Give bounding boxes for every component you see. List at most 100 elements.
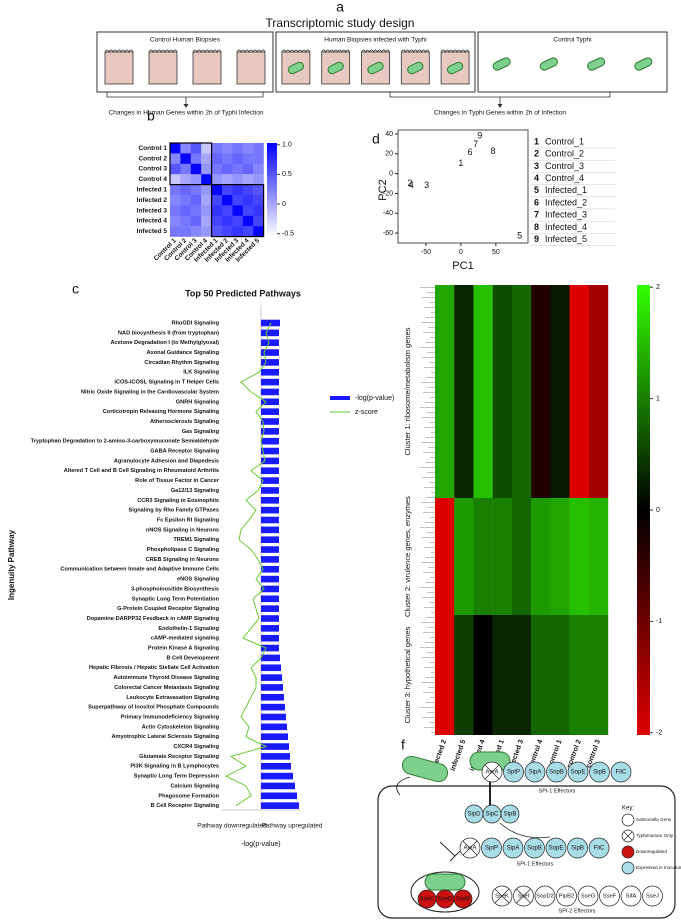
villi xyxy=(281,49,311,53)
gene-name: FliC xyxy=(616,770,627,776)
cross xyxy=(516,888,531,904)
gene-name: SseC xyxy=(420,897,435,903)
pathway-label: Role of Tissue Factor in Cancer xyxy=(135,478,220,484)
heatmap-cell xyxy=(211,184,223,196)
pathway-label: Glutamate Receptor Signaling xyxy=(139,754,219,760)
arrow-head xyxy=(497,104,503,108)
bar xyxy=(261,447,279,455)
heatmap-cell xyxy=(180,215,191,227)
bar xyxy=(261,497,279,504)
point: 1 xyxy=(458,158,463,168)
colorbar-label: 2 xyxy=(656,284,660,291)
biopsy xyxy=(236,51,266,85)
pathway-label: Circadian Rhythm Signaling xyxy=(144,360,219,366)
bar xyxy=(261,615,279,622)
box-label: Human Biopsies infected with Typhi xyxy=(324,37,427,44)
bracket xyxy=(389,92,611,106)
legend-name: Control_3 xyxy=(545,161,584,171)
heatmap-cell xyxy=(180,174,191,185)
x-tick-label: -50 xyxy=(421,249,431,256)
gene-name: SseD xyxy=(438,897,453,903)
heatmap-cell xyxy=(201,195,212,206)
bar xyxy=(261,792,297,800)
heatmap-cell xyxy=(588,498,609,615)
pathway-label: Signaling by Rho Family GTPases xyxy=(129,508,219,514)
bacterium xyxy=(492,57,511,71)
heatmap-cell xyxy=(473,285,493,498)
heatmap-cell xyxy=(211,205,223,216)
legend-number: 4 xyxy=(534,173,539,183)
bacterium xyxy=(407,61,424,75)
gene-name: SopB xyxy=(527,846,542,852)
heatmap-cell xyxy=(242,226,254,237)
bar xyxy=(261,339,279,346)
row-label: Control 4 xyxy=(138,176,167,183)
heatmap-cell xyxy=(253,215,264,227)
bacterium xyxy=(367,61,384,75)
gene-name: SptP xyxy=(485,846,498,852)
pathway-label: Amyotrophic Lateral Sclerosis Signaling xyxy=(111,734,219,740)
villi xyxy=(192,49,222,53)
heatmap-cell xyxy=(492,615,513,735)
pathway-label: Atherosclerosis Signaling xyxy=(150,419,220,425)
colorbar xyxy=(637,285,650,735)
gene-name: SopE xyxy=(571,770,586,776)
pathway-label: Phagosome Formation xyxy=(158,793,219,799)
heatmap-cell xyxy=(170,215,181,227)
row-label: Control 2 xyxy=(138,155,167,162)
heatmap-cell xyxy=(492,285,513,498)
heatmap-cell xyxy=(253,195,264,206)
bar xyxy=(261,654,280,662)
pathway-label: Leukocyte Extravasation Signaling xyxy=(126,695,219,701)
heatmap-cell xyxy=(201,174,212,185)
pathway-label: B Cell Receptor Signaling xyxy=(151,803,220,809)
inhibition xyxy=(439,841,461,862)
gene-circle xyxy=(453,889,473,909)
panel-letter: b xyxy=(147,108,155,124)
gene-name: SipB xyxy=(593,770,606,776)
x-title: PC1 xyxy=(452,260,473,272)
heatmap-cell xyxy=(253,163,264,175)
y-tick-label: -20 xyxy=(383,190,393,197)
pathway-label: cAMP-mediated signaling xyxy=(151,636,220,642)
legend-name: Infected_2 xyxy=(545,197,587,207)
pathway-label: iCOS-iCOSL Signaling in T Helper Cells xyxy=(114,380,219,386)
heatmap-cell xyxy=(222,184,233,196)
point: 7 xyxy=(473,139,478,149)
pathway-label: GNRH Signaling xyxy=(176,399,220,405)
heatmap-cell xyxy=(454,615,474,735)
block-outline xyxy=(169,142,213,186)
heatmap-cell xyxy=(190,226,202,237)
heatmap-cell xyxy=(180,143,191,154)
pathway-label: Calcium Signaling xyxy=(171,783,220,789)
box-label: Control Typhi xyxy=(553,37,591,44)
gene-circle xyxy=(621,813,635,827)
bar xyxy=(261,408,279,415)
bar xyxy=(261,733,288,740)
heatmap-cell xyxy=(253,184,264,196)
heatmap-cell xyxy=(569,615,589,735)
cross xyxy=(484,764,500,780)
pathway-label: RhoGDI Signaling xyxy=(171,320,219,326)
heatmap-cell xyxy=(569,498,589,615)
pathway-label: Colorectal Cancer Metastasis Signaling xyxy=(114,685,219,691)
gene-name: SipB xyxy=(571,846,584,852)
bar xyxy=(261,487,279,494)
heatmap-cell xyxy=(253,226,264,237)
key-title: Key: xyxy=(622,806,634,812)
villi xyxy=(236,49,266,53)
heatmap-cell xyxy=(190,205,202,216)
heatmap-cell xyxy=(454,285,474,498)
legend-number: 6 xyxy=(534,197,539,207)
entry-arrow xyxy=(396,776,411,796)
pathway-label: Protein Kinase A Signaling xyxy=(148,646,220,652)
heatmap-cell xyxy=(253,153,264,164)
pathway-label: Tryptophan Degradation to 2-amino-3-carb… xyxy=(31,439,219,445)
gene-name: SseJ xyxy=(646,894,659,900)
legend-number: 2 xyxy=(534,149,539,159)
heatmap-cell xyxy=(180,226,191,237)
heatmap-cell xyxy=(531,498,551,615)
bar xyxy=(261,723,287,731)
gene-circle xyxy=(610,761,632,783)
cluster-label: Cluster 1: ribosome/metabolism genes xyxy=(403,327,412,455)
